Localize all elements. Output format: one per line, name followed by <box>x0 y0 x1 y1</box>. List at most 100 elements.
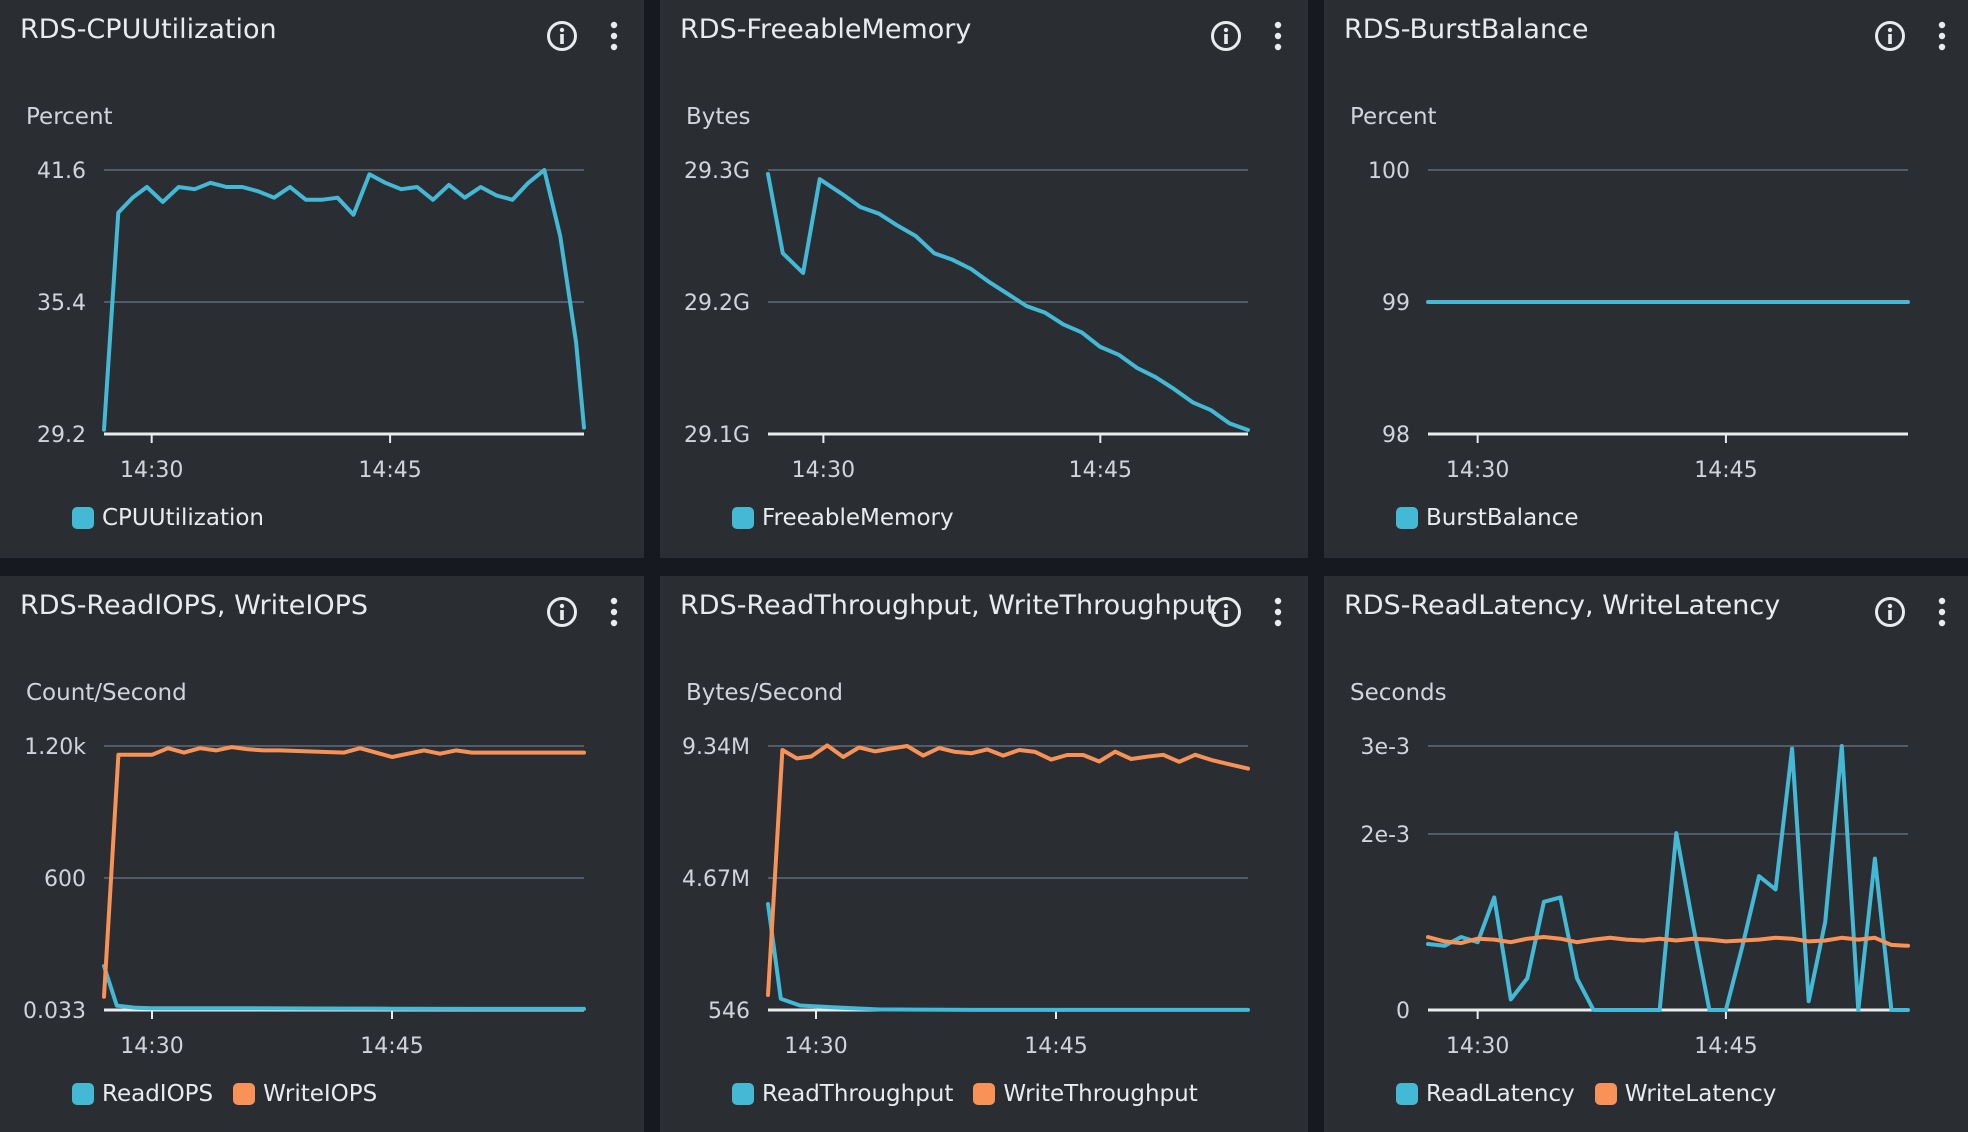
chart-legend: ReadIOPS WriteIOPS <box>72 1079 377 1109</box>
legend-item-freeablememory[interactable]: FreeableMemory <box>732 505 954 531</box>
legend-item-readthroughput[interactable]: ReadThroughput <box>732 1081 953 1107</box>
series-line-readthroughput[interactable] <box>766 902 1250 1012</box>
widget-header: RDS-BurstBalance <box>1324 0 1968 72</box>
widget-cpu-utilization: RDS-CPUUtilization Percent 41.6 35.4 29.2 1… <box>0 0 644 558</box>
chart-legend: BurstBalance <box>1396 503 1579 533</box>
x-tick-label: 14:45 <box>1069 458 1132 483</box>
vertical-ellipsis-icon <box>610 21 618 51</box>
legend-swatch <box>72 507 94 529</box>
info-button[interactable] <box>1870 592 1910 632</box>
series-line-writeiops[interactable] <box>102 745 586 999</box>
widget-menu-button[interactable] <box>594 16 634 56</box>
legend-swatch <box>1594 1083 1617 1105</box>
x-tick-label: 14:30 <box>792 458 855 483</box>
y-tick-label: 1.20k <box>24 735 86 760</box>
line-chart[interactable]: 1.20k 600 0.033 14:30 14:45 <box>0 716 644 1059</box>
info-button[interactable] <box>542 16 582 56</box>
widget-title: RDS-ReadIOPS, WriteIOPS <box>20 590 368 621</box>
legend-swatch <box>732 507 754 529</box>
y-axis-unit-label: Bytes/Second <box>686 680 843 706</box>
x-tick-label: 14:30 <box>784 1034 847 1059</box>
info-circle-icon <box>1875 21 1905 51</box>
y-axis-unit-label: Percent <box>26 104 113 130</box>
info-button[interactable] <box>1870 16 1910 56</box>
vertical-ellipsis-icon <box>1274 597 1282 627</box>
legend-swatch <box>732 1083 754 1105</box>
legend-item-readiops[interactable]: ReadIOPS <box>72 1081 213 1107</box>
legend-swatch <box>973 1083 996 1105</box>
widget-menu-button[interactable] <box>1922 592 1962 632</box>
widget-header: RDS-CPUUtilization <box>0 0 644 72</box>
y-tick-label: 2e-3 <box>1361 823 1410 848</box>
line-chart[interactable]: 100 99 98 14:30 14:45 <box>1324 140 1968 483</box>
legend-label: ReadLatency <box>1426 1081 1575 1107</box>
widget-menu-button[interactable] <box>594 592 634 632</box>
line-chart[interactable]: 41.6 35.4 29.2 14:30 14:45 <box>0 140 644 483</box>
widget-menu-button[interactable] <box>1922 16 1962 56</box>
legend-label: FreeableMemory <box>762 505 954 531</box>
vertical-ellipsis-icon <box>1938 21 1946 51</box>
widget-read-write-latency: RDS-ReadLatency, WriteLatency Seconds 3e… <box>1324 576 1968 1132</box>
legend-label: ReadThroughput <box>762 1081 954 1107</box>
x-tick-label: 14:45 <box>358 458 421 483</box>
chart-legend: CPUUtilization <box>72 503 264 533</box>
x-tick-label: 14:45 <box>1694 458 1757 483</box>
legend-swatch <box>1396 1083 1418 1105</box>
series-line-readiops[interactable] <box>102 964 586 1011</box>
info-button[interactable] <box>542 592 582 632</box>
y-tick-label: 29.2G <box>684 291 750 316</box>
legend-item-writelatency[interactable]: WriteLatency <box>1594 1081 1777 1107</box>
vertical-ellipsis-icon <box>1274 21 1282 51</box>
widget-title: RDS-CPUUtilization <box>20 14 277 45</box>
widget-menu-button[interactable] <box>1258 16 1298 56</box>
x-tick-label: 14:45 <box>1024 1034 1087 1059</box>
info-button[interactable] <box>1206 592 1246 632</box>
y-tick-label: 546 <box>708 999 750 1024</box>
legend-label: WriteLatency <box>1624 1081 1777 1107</box>
legend-label: CPUUtilization <box>102 505 265 531</box>
legend-item-burstbalance[interactable]: BurstBalance <box>1396 505 1579 531</box>
legend-item-writethroughput[interactable]: WriteThroughput <box>973 1081 1198 1107</box>
y-tick-label: 98 <box>1382 423 1410 448</box>
legend-label: BurstBalance <box>1426 505 1579 531</box>
line-chart[interactable]: 29.3G 29.2G 29.1G 14:30 14:45 <box>660 140 1308 483</box>
series-line-writelatency[interactable] <box>1426 935 1910 948</box>
series-line-readlatency[interactable] <box>1426 744 1910 1012</box>
chart-legend: FreeableMemory <box>732 503 954 533</box>
y-tick-label: 100 <box>1368 159 1410 184</box>
x-tick-label: 14:30 <box>1446 1034 1509 1059</box>
widget-title: RDS-FreeableMemory <box>680 14 972 45</box>
widget-title: RDS-ReadThroughput, WriteThroughput <box>680 590 1217 621</box>
y-tick-label: 4.67M <box>682 867 750 892</box>
legend-item-cpuutilization[interactable]: CPUUtilization <box>72 505 264 531</box>
line-chart[interactable]: 3e-3 2e-3 0 14:30 14:45 <box>1324 716 1968 1059</box>
x-tick-label: 14:30 <box>1446 458 1509 483</box>
series-line-cpuutilization[interactable] <box>102 168 586 432</box>
series-line-freeablememory[interactable] <box>766 172 1250 432</box>
series-line-writethroughput[interactable] <box>766 743 1250 997</box>
info-circle-icon <box>1211 597 1241 627</box>
y-axis-unit-label: Count/Second <box>26 680 187 706</box>
y-tick-label: 600 <box>44 867 86 892</box>
legend-item-readlatency[interactable]: ReadLatency <box>1396 1081 1575 1107</box>
y-axis-unit-label: Percent <box>1350 104 1437 130</box>
vertical-ellipsis-icon <box>1938 597 1946 627</box>
y-tick-label: 9.34M <box>682 735 750 760</box>
x-tick-label: 14:30 <box>120 1034 183 1059</box>
widget-title: RDS-ReadLatency, WriteLatency <box>1344 590 1781 621</box>
legend-item-writeiops[interactable]: WriteIOPS <box>233 1081 377 1107</box>
widget-menu-button[interactable] <box>1258 592 1298 632</box>
x-tick-label: 14:45 <box>360 1034 423 1059</box>
x-tick-label: 14:30 <box>120 458 183 483</box>
info-circle-icon <box>1875 597 1905 627</box>
line-chart[interactable]: 9.34M 4.67M 546 14:30 14:45 <box>660 716 1308 1059</box>
widget-freeable-memory: RDS-FreeableMemory Bytes 29.3G 29.2G 29.1G… <box>660 0 1308 558</box>
y-tick-label: 99 <box>1382 291 1410 316</box>
info-button[interactable] <box>1206 16 1246 56</box>
chart-legend: ReadLatency WriteLatency <box>1396 1079 1776 1109</box>
widget-burst-balance: RDS-BurstBalance Percent 100 99 98 14:30 14:… <box>1324 0 1968 558</box>
widget-read-write-iops: RDS-ReadIOPS, WriteIOPS Count/Second 1.2… <box>0 576 644 1132</box>
y-tick-label: 0.033 <box>23 999 86 1024</box>
y-tick-label: 29.1G <box>684 423 750 448</box>
y-axis-unit-label: Bytes <box>686 104 751 130</box>
